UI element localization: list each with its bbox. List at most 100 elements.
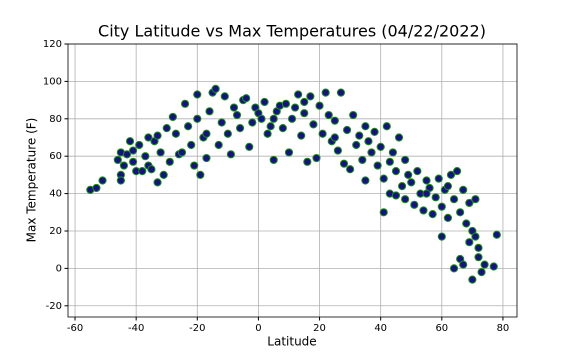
- point: [156, 148, 165, 157]
- point: [223, 129, 232, 138]
- point: [459, 185, 468, 194]
- point: [202, 129, 211, 138]
- x-axis-label: Latitude: [267, 335, 316, 349]
- point: [437, 232, 446, 241]
- point: [324, 110, 333, 120]
- x-tick-label: 0: [255, 323, 261, 334]
- point: [346, 165, 355, 174]
- point: [300, 97, 309, 107]
- point: [187, 140, 196, 150]
- point: [269, 114, 278, 123]
- point: [333, 146, 342, 155]
- plot-frame: [67, 43, 518, 318]
- point: [294, 90, 303, 99]
- point: [422, 189, 431, 198]
- point: [135, 140, 144, 150]
- point: [449, 195, 459, 204]
- point: [459, 260, 468, 269]
- x-tick-label: 40: [374, 323, 387, 334]
- point: [468, 275, 477, 284]
- y-axis-label: Max Temperature (F): [25, 118, 39, 243]
- point: [235, 124, 245, 133]
- point: [349, 110, 358, 120]
- point: [388, 148, 398, 157]
- point: [257, 114, 266, 123]
- chart-title: City Latitude vs Max Temperatures (04/22…: [98, 22, 486, 41]
- point: [184, 122, 193, 131]
- point: [177, 148, 187, 157]
- point: [419, 206, 428, 215]
- point: [180, 99, 190, 108]
- point: [129, 157, 138, 166]
- point: [471, 195, 480, 204]
- y-tick-label: 40: [49, 189, 62, 200]
- point: [437, 202, 446, 211]
- point: [162, 124, 171, 133]
- point: [385, 157, 394, 166]
- point: [373, 161, 382, 170]
- point: [401, 195, 410, 204]
- x-tick-label: 60: [435, 323, 448, 334]
- point: [394, 133, 404, 142]
- point: [391, 167, 401, 176]
- point: [232, 110, 242, 120]
- point: [407, 178, 416, 187]
- point: [456, 208, 465, 217]
- point: [284, 148, 294, 157]
- point: [474, 253, 483, 262]
- point: [339, 159, 349, 168]
- point: [397, 182, 407, 191]
- point: [153, 178, 162, 187]
- point: [119, 161, 129, 170]
- point: [217, 118, 226, 127]
- point: [443, 182, 453, 191]
- x-tick-label: -40: [128, 323, 144, 334]
- point: [312, 153, 321, 163]
- point: [480, 260, 489, 269]
- point: [358, 155, 367, 165]
- point: [361, 122, 370, 131]
- point: [465, 198, 474, 208]
- point: [492, 230, 501, 239]
- point: [474, 243, 483, 252]
- point: [211, 84, 220, 93]
- point: [367, 148, 376, 157]
- point: [278, 124, 287, 133]
- point: [193, 114, 202, 123]
- point: [465, 238, 474, 247]
- point: [391, 191, 401, 200]
- point: [98, 176, 107, 185]
- point: [446, 170, 456, 179]
- point: [245, 142, 254, 151]
- point: [248, 118, 257, 127]
- point: [410, 200, 419, 209]
- point: [364, 137, 373, 146]
- point: [125, 137, 135, 146]
- y-tick-label: 20: [49, 226, 62, 237]
- point: [330, 116, 339, 125]
- point: [263, 129, 272, 138]
- x-tick-label: 20: [313, 323, 326, 334]
- point: [379, 208, 388, 217]
- point: [144, 133, 153, 142]
- point: [92, 183, 101, 193]
- point: [190, 161, 199, 170]
- point: [220, 92, 229, 101]
- point: [477, 268, 486, 277]
- point: [116, 176, 125, 185]
- point: [336, 88, 346, 97]
- point: [321, 88, 330, 97]
- point: [226, 150, 236, 159]
- point: [205, 107, 214, 116]
- point: [404, 170, 413, 179]
- point: [352, 140, 361, 150]
- point: [171, 129, 180, 138]
- x-tick-label: -60: [67, 323, 83, 334]
- point: [355, 131, 364, 140]
- point: [434, 174, 443, 183]
- y-tick-label: 80: [49, 114, 62, 125]
- point: [297, 131, 306, 140]
- point: [281, 99, 291, 108]
- point: [449, 264, 459, 273]
